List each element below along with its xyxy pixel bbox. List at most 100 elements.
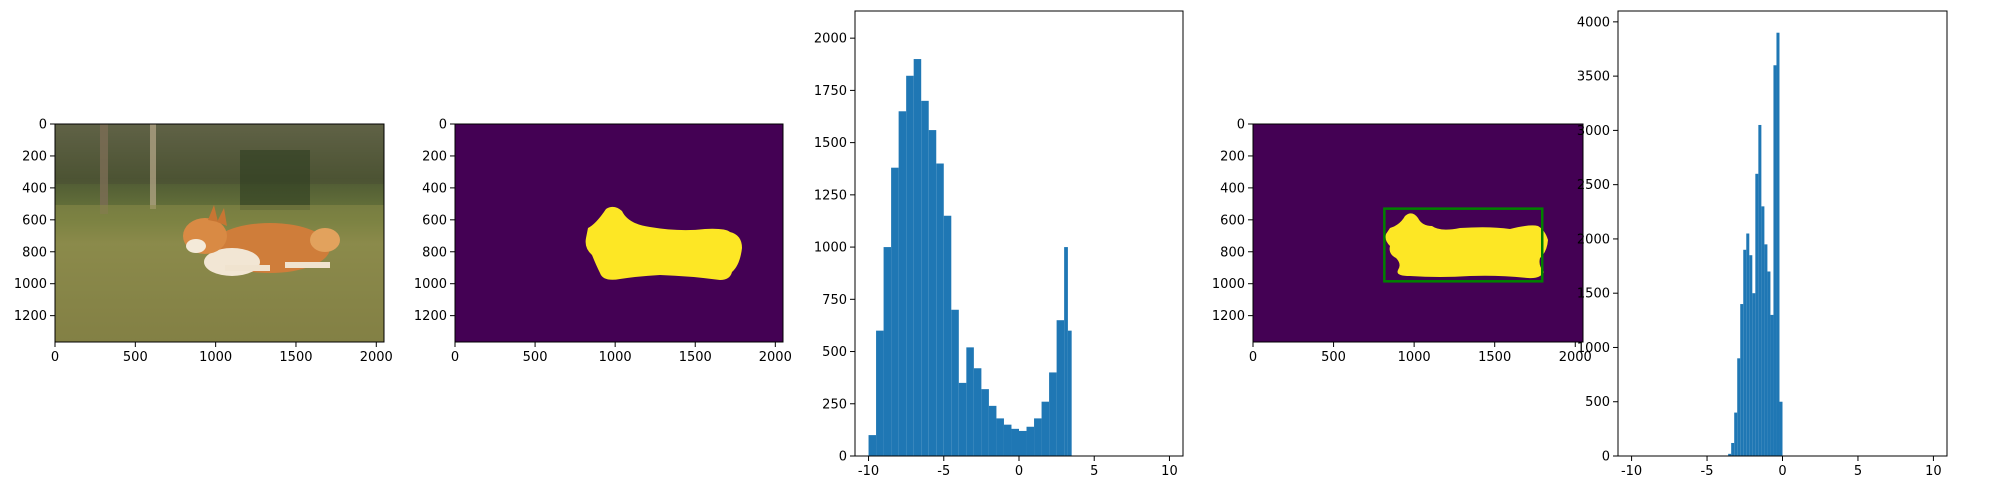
x-tick-label: -10 (1621, 464, 1642, 479)
histogram-bar (1770, 314, 1774, 456)
histogram-bar (1049, 372, 1057, 456)
histogram-bar (936, 163, 944, 457)
y-tick-label: 400 (422, 181, 447, 196)
histogram-bar (1740, 304, 1744, 456)
histogram-bar (1764, 244, 1768, 456)
x-tick-label: 0 (1015, 464, 1023, 479)
histogram-bar (928, 130, 937, 456)
bounding-box (1383, 207, 1544, 283)
histogram-bar (1041, 401, 1050, 456)
y-tick-label: 600 (1220, 213, 1245, 228)
histogram-bar (943, 215, 952, 456)
y-tick-label: 750 (822, 293, 847, 308)
y-tick-label: 200 (422, 149, 447, 164)
y-tick-label: 1200 (14, 309, 47, 324)
histogram-bar (966, 347, 974, 456)
histogram-bar (891, 167, 899, 457)
y-tick-label: 1500 (814, 136, 847, 151)
histogram-bar (1776, 32, 1780, 457)
y-tick-label: 800 (1220, 245, 1245, 260)
y-tick-label: 1500 (1577, 287, 1610, 302)
histogram-bar (1737, 358, 1741, 456)
y-tick-label: 1200 (414, 309, 447, 324)
x-tick-label: -5 (1701, 464, 1714, 479)
histogram-bar (1758, 124, 1762, 457)
histogram-bar (1056, 320, 1065, 456)
y-tick-label: 4000 (1577, 15, 1610, 30)
y-tick-label: 3500 (1577, 70, 1610, 85)
corgi-photo (55, 124, 384, 342)
x-tick-label: 5 (1090, 464, 1098, 479)
histogram-bar (988, 405, 997, 456)
y-tick-label: 400 (22, 181, 47, 196)
x-tick-label: 5 (1854, 464, 1862, 479)
panel-photo: 0 500 1000 1500 2000 0 200 400 600 800 1000 1200 (14, 118, 393, 366)
x-tick-label: 1000 (199, 350, 232, 365)
y-tick-label: 200 (1220, 149, 1245, 164)
panel-histogram-1: -10 -5 0 5 10 0 250 500 750 1000 1250 1500 1750 2000 (814, 10, 1184, 479)
histogram-bar (906, 75, 914, 456)
histogram-bar (958, 382, 967, 456)
x-tick-label: 500 (1321, 350, 1346, 365)
y-tick-label: 600 (422, 213, 447, 228)
histogram-bar (1067, 330, 1072, 456)
histogram-bar (973, 368, 982, 456)
y-tick-label: 0 (1237, 118, 1245, 133)
y-tick-label: 800 (22, 245, 47, 260)
histogram-bar (1728, 453, 1732, 456)
histogram-bar (1767, 271, 1771, 456)
x-tick-label: 10 (1161, 464, 1178, 479)
y-tick-label: 800 (422, 245, 447, 260)
histogram-bar (1752, 293, 1756, 456)
histogram-bar (1734, 412, 1738, 456)
y-tick-label: 2000 (1577, 232, 1610, 247)
x-tick-label: 1500 (1478, 350, 1511, 365)
y-tick-label: 0 (39, 118, 47, 133)
x-tick-label: 500 (123, 350, 148, 365)
histogram-bar (876, 330, 884, 456)
mask-shape (1385, 213, 1548, 279)
histogram-bar (1755, 173, 1759, 456)
y-tick-label: 400 (1220, 181, 1245, 196)
x-tick-label: 0 (51, 350, 59, 365)
y-tick-label: 1750 (814, 84, 847, 99)
y-tick-label: 500 (822, 345, 847, 360)
x-tick-label: -10 (858, 464, 879, 479)
histogram-bar (1779, 401, 1783, 456)
x-tick-label: 0 (1249, 350, 1257, 365)
histogram-bar (1773, 65, 1777, 456)
histogram-bar (951, 309, 959, 456)
y-tick-label: 1200 (1212, 309, 1245, 324)
x-tick-label: 2000 (360, 350, 393, 365)
histogram-bar (883, 247, 892, 456)
panel-histogram-2: -10 -5 0 5 10 0 500 1000 1500 2000 2500 3000 3500 400… (1577, 10, 1948, 479)
y-tick-label: 1000 (414, 277, 447, 292)
y-tick-label: 0 (1602, 450, 1610, 465)
y-tick-label: 250 (822, 397, 847, 412)
mask-shape (585, 206, 742, 280)
y-tick-label: 1250 (814, 188, 847, 203)
histogram-bar (868, 435, 877, 456)
y-tick-label: 1000 (1212, 277, 1245, 292)
histogram-bar (921, 100, 929, 456)
histogram-bar (1003, 424, 1012, 456)
y-tick-label: 1000 (814, 241, 847, 256)
x-tick-label: 2000 (1559, 350, 1592, 365)
y-tick-label: 200 (22, 149, 47, 164)
y-tick-label: 600 (22, 213, 47, 228)
histogram-bar (1746, 233, 1750, 456)
x-tick-label: 0 (1778, 464, 1786, 479)
x-tick-label: 500 (523, 350, 548, 365)
panel-mask: 0 500 1000 1500 2000 0 200 400 600 800 1000 1200 (414, 118, 792, 366)
x-tick-label: 1500 (279, 350, 312, 365)
x-tick-label: 1500 (679, 350, 712, 365)
y-tick-label: 1000 (1577, 341, 1610, 356)
y-tick-label: 3000 (1577, 124, 1610, 139)
x-tick-label: 10 (1925, 464, 1942, 479)
y-tick-label: 0 (839, 450, 847, 465)
panel-mask-bbox: 0 500 1000 1500 2000 0 200 400 600 800 1000 1200 (1212, 118, 1592, 366)
y-tick-label: 2500 (1577, 178, 1610, 193)
histogram-bar (996, 418, 1004, 456)
histogram-bar (1026, 426, 1035, 456)
